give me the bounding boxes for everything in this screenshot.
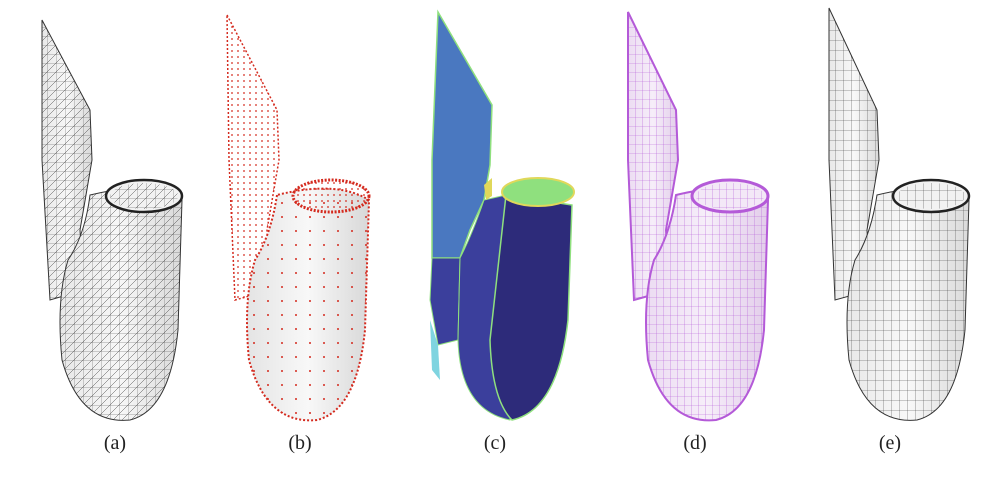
triangular-mesh-model [41,19,184,421]
panel-a-label: (a) [103,432,127,454]
segmented-surface-model [429,9,575,421]
panel-c: (c) [400,0,590,479]
panel-d-label: (d) [683,432,707,454]
panel-d: (d) [600,0,790,479]
panel-e-label: (e) [878,432,902,454]
panel-a: (a) [20,0,210,479]
quad-mesh-model [828,7,971,421]
panel-b: (b) [205,0,395,479]
point-cloud-model [226,14,371,422]
panel-b-label: (b) [288,432,312,454]
panel-e: (e) [795,0,985,479]
quad-mesh-overlay-model [627,11,770,422]
panel-c-label: (c) [483,432,507,454]
